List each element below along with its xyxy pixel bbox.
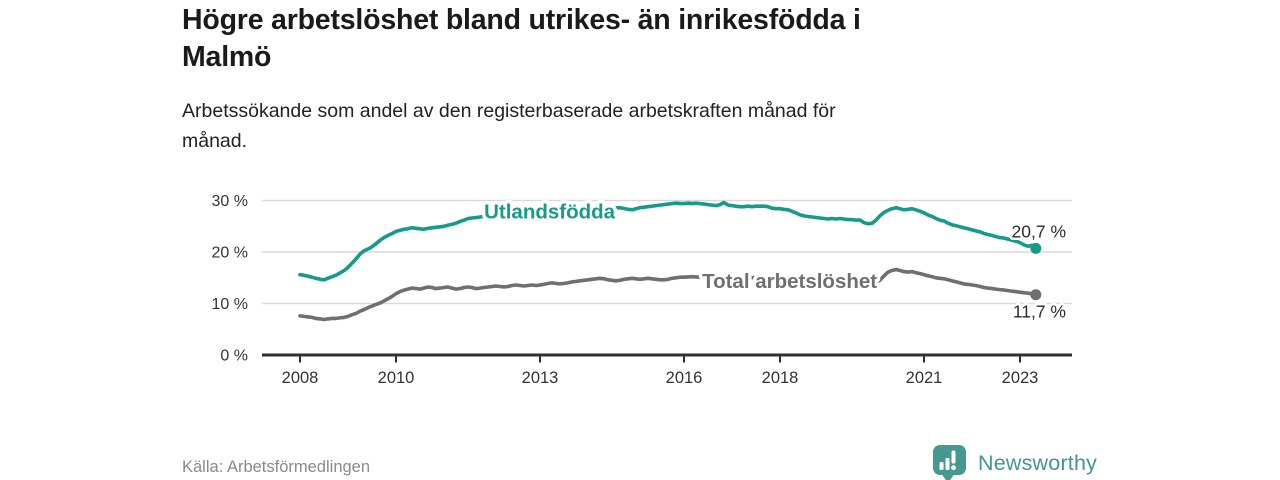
x-tick-label: 2018 bbox=[762, 369, 799, 387]
newsworthy-logo[interactable]: Newsworthy bbox=[930, 443, 1097, 480]
chart-subtitle-line1: Arbetssökande som andel av den registerb… bbox=[182, 100, 836, 122]
logo-bar-short bbox=[939, 462, 944, 470]
page-title-line2: Malmö bbox=[182, 41, 272, 73]
series-end-dot-utlandsfodda bbox=[1030, 242, 1042, 254]
logo-exclamation-dot bbox=[951, 465, 956, 471]
series-line-utlandsfodda bbox=[298, 200, 1038, 282]
x-tick-label: 2023 bbox=[1002, 369, 1039, 387]
source-note: Källa: Arbetsförmedlingen bbox=[182, 458, 371, 476]
y-tick-label: 20 % bbox=[212, 245, 248, 262]
x-tick-label: 2010 bbox=[378, 369, 415, 387]
x-tick-label: 2013 bbox=[522, 369, 559, 387]
series-label-utlandsfodda: Utlandsfödda bbox=[484, 200, 616, 223]
x-tick-label: 2016 bbox=[666, 369, 703, 387]
x-tick-label: 2021 bbox=[906, 369, 943, 387]
series-end-dot-total-arbetsloshet bbox=[1030, 289, 1042, 301]
series-label-total-arbetsloshet: Total arbetslöshet bbox=[702, 270, 877, 293]
x-tick-label: 2008 bbox=[282, 369, 319, 387]
y-tick-label: 10 % bbox=[212, 296, 248, 313]
page-title-line1: Högre arbetslöshet bland utrikes- än inr… bbox=[182, 4, 861, 36]
newsworthy-speech-bubble-bars-icon bbox=[933, 445, 966, 480]
chart-subtitle: Arbetssökande som andel av den registerb… bbox=[182, 96, 1082, 156]
newsworthy-wordmark: Newsworthy bbox=[978, 450, 1098, 475]
y-tick-label: 0 % bbox=[220, 348, 248, 365]
end-value-label-total-arbetsloshet: 11,7 % bbox=[1013, 302, 1066, 322]
chart-subtitle-line2: månad. bbox=[182, 130, 248, 152]
end-value-label-utlandsfodda: 20,7 % bbox=[1012, 221, 1066, 241]
logo-bar-tall bbox=[945, 458, 950, 470]
page-title: Högre arbetslöshet bland utrikes- än inr… bbox=[182, 2, 1082, 76]
series-line-total-arbetsloshet bbox=[298, 267, 1038, 322]
logo-exclamation-bar bbox=[951, 450, 956, 464]
y-tick-label: 30 % bbox=[212, 193, 248, 210]
